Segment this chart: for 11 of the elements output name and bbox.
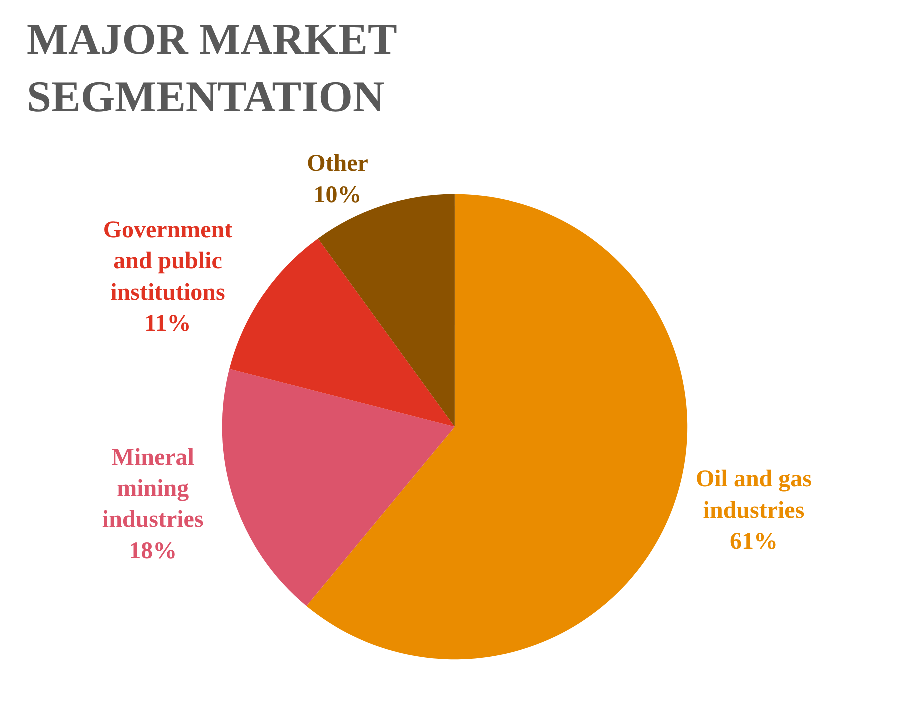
chart-title: MAJOR MARKET SEGMENTATION xyxy=(27,15,398,122)
slice-label: Other xyxy=(307,151,369,178)
data-label: 61% xyxy=(730,529,778,556)
slice-label: Oil and gas industries xyxy=(696,466,812,524)
pie-slice xyxy=(230,238,455,427)
data-label: 18% xyxy=(129,538,178,564)
slice-label: Mineral mining industries xyxy=(102,444,204,534)
slice-label: Government and public institutions xyxy=(103,217,233,306)
pie-slice xyxy=(222,369,455,606)
data-label: 10% xyxy=(314,182,362,208)
data-label: 11% xyxy=(144,311,192,338)
